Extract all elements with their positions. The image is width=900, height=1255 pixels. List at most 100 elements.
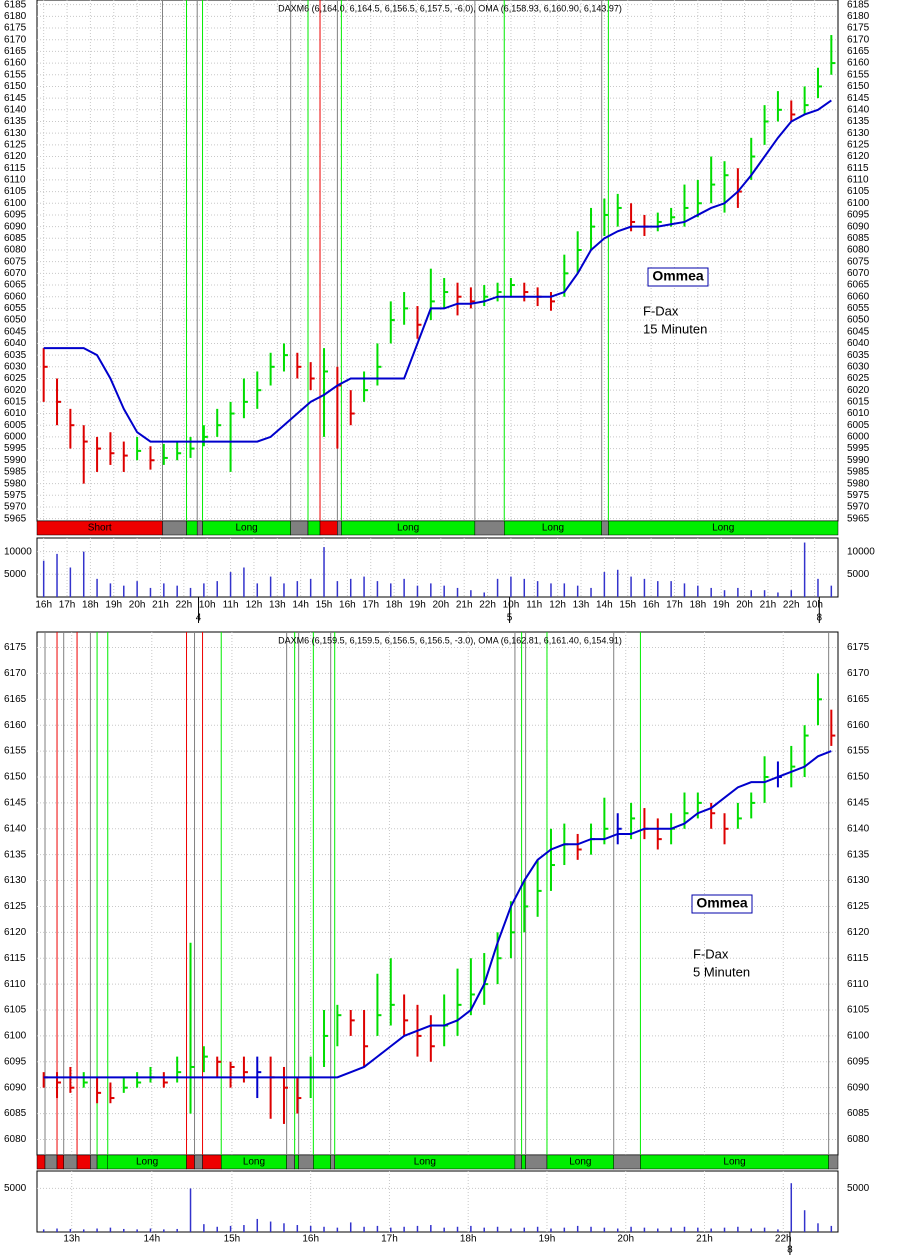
y-tick-label: 6125 — [4, 139, 27, 150]
signal-segment — [90, 1154, 98, 1170]
y-tick-label-right: 6105 — [847, 1005, 870, 1016]
y-tick-label-right: 5990 — [847, 455, 870, 466]
x-tick-label: 13h — [269, 600, 286, 611]
y-tick-label: 6140 — [4, 104, 27, 115]
volume-tick-label: 10000 — [4, 546, 32, 557]
y-tick-label-right: 6125 — [847, 901, 870, 912]
signal-segment — [186, 1154, 195, 1170]
y-tick-label-right: 6080 — [847, 245, 870, 256]
y-tick-label-right: 6070 — [847, 268, 870, 279]
signal-segment — [613, 1154, 641, 1170]
y-tick-label: 6130 — [4, 128, 27, 139]
signal-segment — [608, 520, 839, 536]
y-tick-label-right: 6010 — [847, 408, 870, 419]
signal-segment — [44, 1154, 58, 1170]
y-tick-label: 6100 — [4, 198, 27, 209]
x-tick-label: 20h — [129, 600, 146, 611]
y-tick-label: 6165 — [4, 694, 27, 705]
y-tick-label-right: 6120 — [847, 927, 870, 938]
y-tick-label-right: 6170 — [847, 668, 870, 679]
chart-header: DAXM6 (6,159.5, 6,159.5, 6,156.5, 6,156.… — [278, 635, 622, 645]
y-tick-label-right: 6165 — [847, 694, 870, 705]
instrument-label: F-Dax — [643, 303, 679, 318]
day-label: 4 — [196, 613, 202, 624]
y-tick-label: 6015 — [4, 396, 27, 407]
signal-segment — [307, 520, 321, 536]
y-tick-label: 6185 — [4, 0, 27, 10]
y-tick-label-right: 6080 — [847, 1134, 870, 1145]
x-tick-label: 21h — [760, 600, 777, 611]
volume-tick-label: 5000 — [4, 1183, 27, 1194]
y-tick-label-right: 6165 — [847, 46, 870, 57]
x-tick-label: 21h — [456, 600, 473, 611]
x-tick-label: 21h — [152, 600, 169, 611]
y-tick-label: 5965 — [4, 513, 27, 524]
y-tick-label-right: 6090 — [847, 221, 870, 232]
y-tick-label: 6065 — [4, 280, 27, 291]
y-tick-label-right: 6035 — [847, 350, 870, 361]
y-tick-label-right: 6055 — [847, 303, 870, 314]
y-tick-label: 6155 — [4, 746, 27, 757]
day-label: 8 — [817, 613, 823, 624]
y-tick-label: 6020 — [4, 385, 27, 396]
x-tick-label: 16h — [35, 600, 52, 611]
x-tick-label: 14h — [596, 600, 613, 611]
y-tick-label-right: 6155 — [847, 746, 870, 757]
y-tick-label-right: 6150 — [847, 81, 870, 92]
signal-segment — [290, 520, 309, 536]
y-tick-label-right: 6155 — [847, 69, 870, 80]
y-tick-label: 6165 — [4, 46, 27, 57]
signal-segment — [63, 1154, 78, 1170]
signal-segment — [194, 1154, 203, 1170]
x-tick-label: 12h — [549, 600, 566, 611]
x-tick-label: 14h — [292, 600, 309, 611]
y-tick-label: 6000 — [4, 432, 27, 443]
signal-segment — [186, 520, 198, 536]
signal-label: Long — [136, 1157, 158, 1168]
x-tick-label: 11h — [526, 600, 542, 611]
x-tick-label: 18h — [82, 600, 99, 611]
y-tick-label-right: 6145 — [847, 798, 870, 809]
y-tick-label: 6090 — [4, 221, 27, 232]
y-tick-label: 6100 — [4, 1031, 27, 1042]
instrument-label: F-Dax — [693, 946, 729, 961]
x-tick-label: 18h — [386, 600, 403, 611]
x-tick-label: 11h — [223, 600, 239, 611]
y-tick-label-right: 6115 — [847, 953, 869, 964]
y-tick-label: 6025 — [4, 373, 27, 384]
x-tick-label: 10h — [806, 600, 823, 611]
y-tick-label-right: 5965 — [847, 513, 870, 524]
volume-tick-label: 5000 — [4, 569, 27, 580]
signal-segment — [196, 520, 203, 536]
brand-label: Ommea — [696, 895, 748, 911]
signal-label: Long — [414, 1157, 436, 1168]
x-tick-label: 16h — [643, 600, 660, 611]
y-tick-label-right: 6085 — [847, 1108, 870, 1119]
brand-box — [691, 894, 753, 914]
y-tick-label-right: 6110 — [847, 175, 869, 186]
interval-label: 5 Minuten — [693, 964, 750, 979]
y-tick-label-right: 6180 — [847, 11, 870, 22]
y-tick-label: 6170 — [4, 34, 27, 45]
signal-segment — [286, 1154, 295, 1170]
y-tick-label: 6080 — [4, 1134, 27, 1145]
y-tick-label: 6085 — [4, 1108, 27, 1119]
y-tick-label-right: 6175 — [847, 642, 870, 653]
y-tick-label: 6050 — [4, 315, 27, 326]
signal-segment — [474, 520, 505, 536]
y-tick-label-right: 6130 — [847, 128, 870, 139]
y-tick-label: 6035 — [4, 350, 27, 361]
volume-pane — [36, 537, 839, 598]
y-tick-label: 6045 — [4, 326, 27, 337]
y-tick-label-right: 6145 — [847, 93, 870, 104]
y-tick-label: 6070 — [4, 268, 27, 279]
y-tick-label-right: 6065 — [847, 280, 870, 291]
y-tick-label: 5995 — [4, 443, 27, 454]
y-tick-label: 6135 — [4, 116, 27, 127]
y-tick-label-right: 5995 — [847, 443, 870, 454]
signal-label: Long — [712, 523, 734, 534]
y-tick-label-right: 6000 — [847, 432, 870, 443]
y-tick-label: 5970 — [4, 502, 27, 513]
x-tick-label: 10h — [503, 600, 520, 611]
x-tick-label: 17h — [666, 600, 683, 611]
